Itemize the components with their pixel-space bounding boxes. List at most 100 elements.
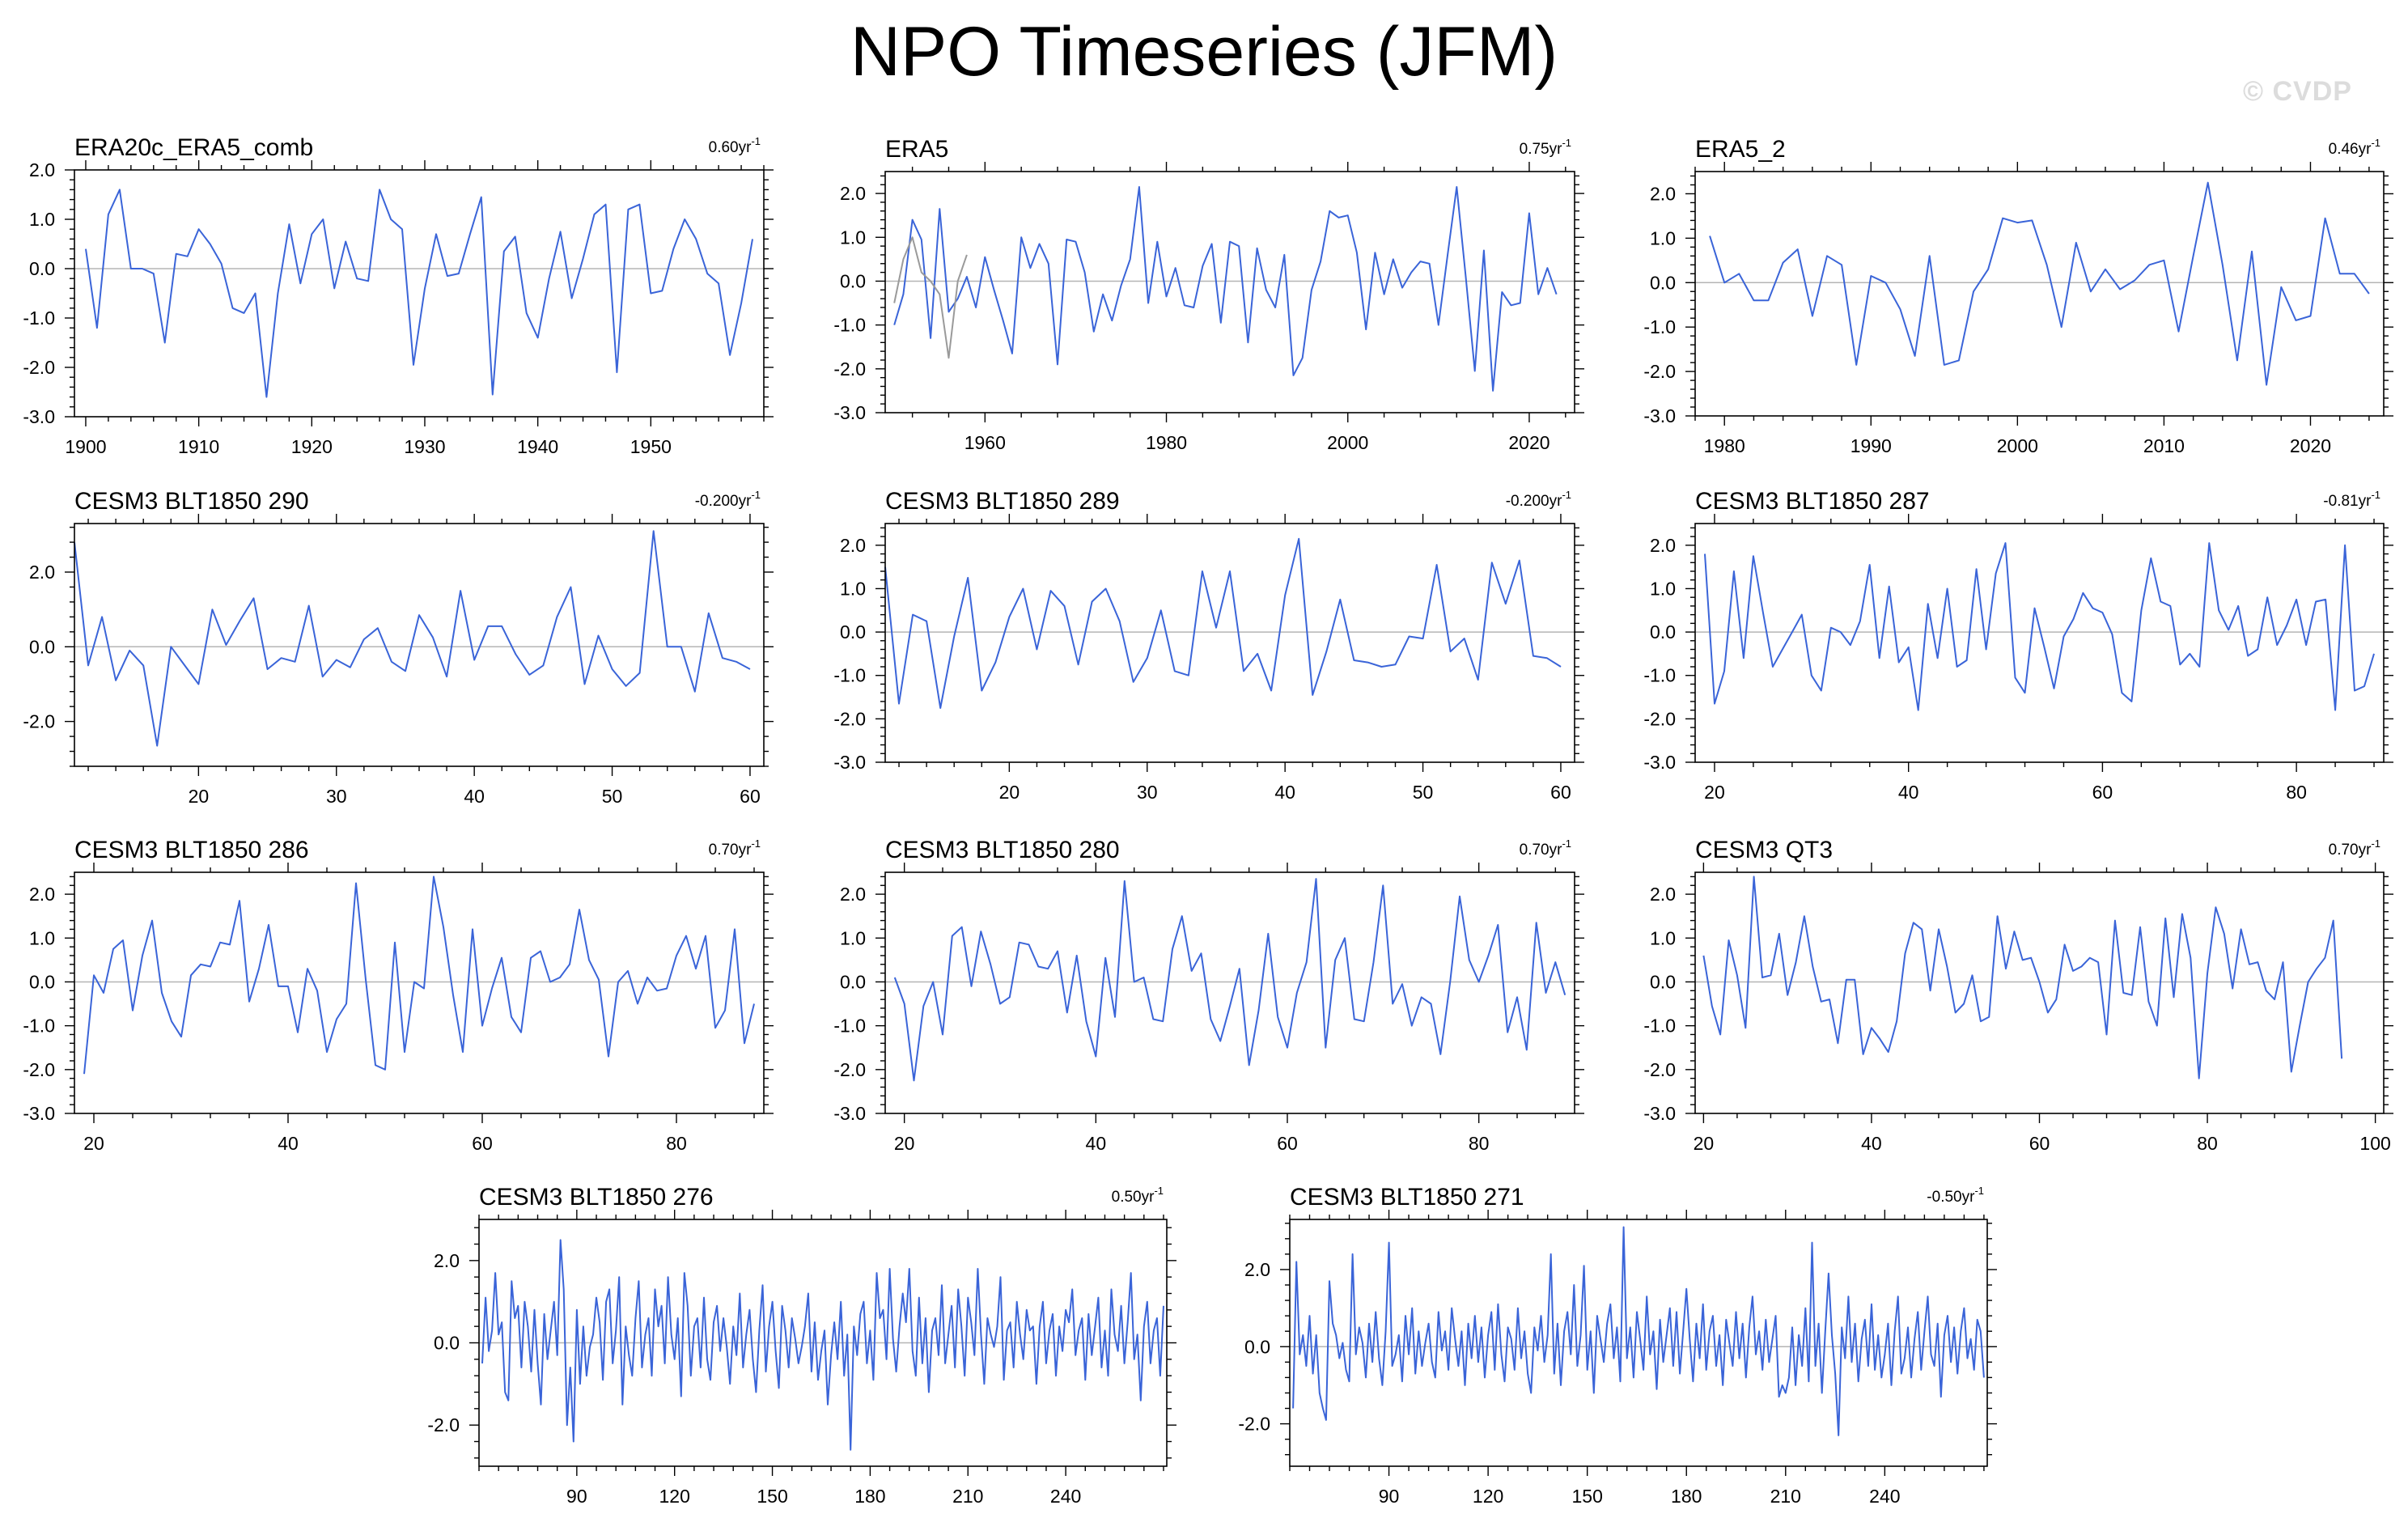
x-tick-label: 40 [1861,1133,1882,1154]
panel-title: ERA5 [885,136,948,163]
y-tick-label: 2.0 [1650,535,1676,556]
x-tick-label: 100 [2359,1133,2390,1154]
x-tick-label: 30 [326,786,347,807]
y-tick-label: -1.0 [833,665,866,686]
series-line [884,537,1562,709]
y-tick-label: 1.0 [1650,578,1676,599]
series-line [893,186,1558,392]
series-line [1704,542,2375,711]
y-tick-label: 1.0 [840,927,866,948]
y-tick-label: 2.0 [840,884,866,905]
y-tick-label: 1.0 [840,578,866,599]
x-tick-label: 40 [278,1133,299,1154]
trend-label: -0.50yr-1 [1927,1185,1984,1206]
series-line [893,878,1566,1082]
x-tick-label: 50 [1413,782,1434,803]
y-tick-label: 0.0 [1244,1336,1270,1357]
series-line [481,1239,1164,1451]
x-tick-label: 1940 [517,436,558,457]
x-tick-label: 40 [464,786,485,807]
panel-title: ERA20c_ERA5_comb [74,134,313,161]
y-tick-label: 2.0 [1650,183,1676,204]
trend-label: 0.70yr-1 [709,837,761,859]
figure-title: NPO Timeseries (JFM) [850,13,1558,91]
y-tick-label: -2.0 [833,358,866,380]
y-tick-label: -3.0 [833,1103,866,1124]
plot-frame [1694,523,2385,763]
x-tick-label: 20 [1694,1133,1715,1154]
x-tick-label: 1990 [1851,435,1892,456]
x-tick-label: 80 [2286,782,2307,803]
x-tick-label: 20 [999,782,1020,803]
y-tick-label: 0.0 [840,971,866,992]
y-tick-label: 2.0 [29,159,55,180]
y-tick-label: 2.0 [1650,884,1676,905]
plot-frame [74,523,765,767]
x-tick-label: 2020 [1508,432,1550,453]
y-tick-label: -3.0 [833,402,866,423]
trend-label: -0.81yr-1 [2323,489,2380,510]
y-tick-label: 1.0 [1650,927,1676,948]
series-line [1702,876,2343,1079]
x-tick-label: 40 [1898,782,1919,803]
y-tick-label: 0.0 [840,270,866,291]
y-tick-label: -2.0 [833,1059,866,1080]
x-tick-label: 80 [1469,1133,1490,1154]
trend-label: 0.60yr-1 [709,135,761,156]
x-tick-label: 80 [666,1133,687,1154]
y-tick-label: -3.0 [1643,752,1676,773]
panel-title: CESM3 BLT1850 286 [74,837,309,863]
series-line [74,530,751,747]
cvdp-watermark: © CVDP [2243,76,2352,107]
y-tick-label: -2.0 [23,1059,55,1080]
trend-label: -0.200yr-1 [695,489,761,510]
x-tick-label: 1950 [630,436,672,457]
x-tick-label: 210 [1770,1486,1801,1507]
y-tick-label: -1.0 [833,1016,866,1037]
x-tick-label: 90 [1379,1486,1400,1507]
x-tick-label: 1930 [404,436,445,457]
panel-title: CESM3 BLT1850 290 [74,488,309,515]
x-tick-label: 210 [952,1486,983,1507]
panel-title: CESM3 BLT1850 287 [1695,488,1930,515]
x-tick-label: 80 [2197,1133,2218,1154]
y-tick-label: -3.0 [23,1103,55,1124]
x-tick-label: 240 [1869,1486,1900,1507]
y-tick-label: -1.0 [23,1016,55,1037]
y-tick-label: -2.0 [833,708,866,729]
x-tick-label: 180 [854,1486,885,1507]
x-tick-label: 40 [1274,782,1295,803]
y-tick-label: 2.0 [29,562,55,583]
panel-title: CESM3 BLT1850 271 [1290,1184,1524,1211]
x-tick-label: 60 [740,786,761,807]
y-tick-label: -1.0 [1643,316,1676,337]
y-tick-label: 0.0 [434,1333,460,1354]
y-tick-label: 0.0 [1650,272,1676,293]
y-tick-label: 0.0 [29,258,55,279]
x-tick-label: 60 [472,1133,493,1154]
panel-title: CESM3 BLT1850 289 [885,488,1120,515]
x-tick-label: 60 [1277,1133,1298,1154]
y-tick-label: 1.0 [1650,227,1676,248]
x-tick-label: 90 [566,1486,587,1507]
series-line [83,876,755,1075]
x-tick-label: 2010 [2143,435,2185,456]
y-tick-label: -3.0 [1643,1103,1676,1124]
y-tick-label: -3.0 [1643,405,1676,426]
y-tick-label: 1.0 [29,209,55,230]
x-tick-label: 60 [2029,1133,2050,1154]
y-tick-label: -2.0 [23,711,55,732]
y-tick-label: 2.0 [840,183,866,204]
series-line [85,189,753,398]
panel-4: CESM3 BLT1850 290 -0.200yr-1 2.0 0.0 -2.0 20 3… [23,488,774,807]
y-tick-label: -1.0 [1643,665,1676,686]
y-tick-label: -1.0 [23,307,55,329]
trend-label: -0.200yr-1 [1506,489,1571,510]
panel-6: CESM3 BLT1850 287 -0.81yr-1 2.0 1.0 0.0 -1.0 -… [1643,488,2393,803]
y-tick-label: 0.0 [840,621,866,642]
series-line [1292,1226,1985,1436]
y-tick-label: 0.0 [1650,621,1676,642]
y-tick-label: 0.0 [29,971,55,992]
y-tick-label: 1.0 [29,927,55,948]
